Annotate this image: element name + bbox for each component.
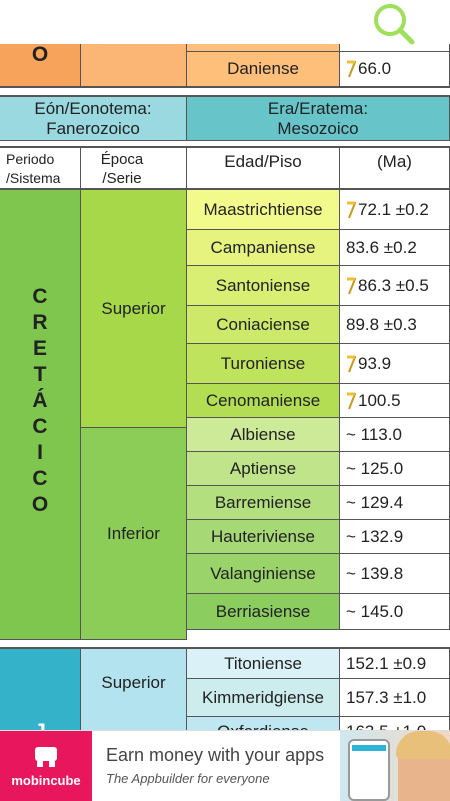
header-epoch: Época /Serie xyxy=(81,148,187,190)
epoch-superior: Superior xyxy=(81,190,187,428)
stage-hauteriviense: Hauteriviense xyxy=(187,520,340,554)
column-header-row: Periodo /Sistema Época /Serie Edad/Piso … xyxy=(0,146,450,190)
golden-spike-icon xyxy=(347,392,356,409)
age-aptiense: ~ 125.0 xyxy=(340,452,450,486)
stage-titoniense: Titoniense xyxy=(187,649,340,679)
age-campaniense: 83.6 ±0.2 xyxy=(340,230,450,266)
age-titoniense: 152.1 ±0.9 xyxy=(340,649,450,679)
ad-subline: The Appbuilder for everyone xyxy=(106,771,270,786)
age-coniaciense: 89.8 ±0.3 xyxy=(340,306,450,344)
stage-santoniense: Santoniense xyxy=(187,266,340,306)
age-albiense: ~ 113.0 xyxy=(340,418,450,452)
stage-kimmeridgiense: Kimmeridgiense xyxy=(187,679,340,717)
search-icon[interactable] xyxy=(370,2,416,46)
header-age: (Ma) xyxy=(340,148,450,190)
age-cenomaniense: 100.5 xyxy=(340,384,450,418)
stage-barremiense: Barremiense xyxy=(187,486,340,520)
ad-banner[interactable]: mobincube Earn money with your apps The … xyxy=(0,730,450,801)
era-cell: Era/Eratema: Mesozoico xyxy=(187,97,450,141)
age-barremiense: ~ 129.4 xyxy=(340,486,450,520)
age-berriasiense: ~ 145.0 xyxy=(340,594,450,630)
cretaceous-block: C R E T Á C I C O Superior Inferior Maas… xyxy=(0,188,450,640)
eon-cell: Eón/Eonotema: Fanerozoico xyxy=(0,97,187,141)
era-value: Mesozoico xyxy=(277,118,359,138)
eon-value: Fanerozoico xyxy=(46,118,140,138)
app-header xyxy=(0,0,450,46)
period-cretaceous: C R E T Á C I C O xyxy=(0,190,81,640)
ad-headline: Earn money with your apps xyxy=(106,745,325,765)
stage-turoniense: Turoniense xyxy=(187,344,340,384)
top-age-daniense: 66.0 xyxy=(340,52,450,88)
golden-spike-icon xyxy=(347,60,356,78)
age-santoniense: 86.3 ±0.5 xyxy=(340,266,450,306)
header-period: Periodo /Sistema xyxy=(0,148,81,190)
eon-era-row: Eón/Eonotema: Fanerozoico Era/Eratema: M… xyxy=(0,95,450,141)
epoch-inferior: Inferior xyxy=(81,428,187,640)
person-hair xyxy=(396,731,450,759)
age-kimmeridgiense: 157.3 ±1.0 xyxy=(340,679,450,717)
mobincube-logo[interactable]: mobincube xyxy=(0,731,92,801)
period-cretaceous-letters: C R E T Á C I C O xyxy=(31,285,49,516)
stage-albiense: Albiense xyxy=(187,418,340,452)
age-hauteriviense: ~ 132.9 xyxy=(340,520,450,554)
ad-image xyxy=(340,731,450,801)
eon-label: Eón/Eonotema: xyxy=(34,98,152,118)
stage-aptiense: Aptiense xyxy=(187,452,340,486)
stage-valanginiense: Valanginiense xyxy=(187,554,340,594)
stage-cenomaniense: Cenomaniense xyxy=(187,384,340,418)
age-turoniense: 93.9 xyxy=(340,344,450,384)
top-period-letter: O xyxy=(31,43,49,66)
stage-campaniense: Campaniense xyxy=(187,230,340,266)
stage-coniaciense: Coniaciense xyxy=(187,306,340,344)
golden-spike-icon xyxy=(347,277,356,294)
golden-spike-icon xyxy=(347,355,356,372)
stage-berriasiense: Berriasiense xyxy=(187,594,340,630)
mobincube-logo-icon xyxy=(35,746,57,767)
era-label: Era/Eratema: xyxy=(267,98,369,118)
top-stage-daniense: Daniense xyxy=(187,52,340,88)
phone-screen-bar xyxy=(352,745,386,751)
golden-spike-icon xyxy=(347,201,356,218)
ad-brand: mobincube xyxy=(11,772,81,788)
header-stage: Edad/Piso xyxy=(187,148,340,190)
age-maastrichtiense: 72.1 ±0.2 xyxy=(340,190,450,230)
stage-maastrichtiense: Maastrichtiense xyxy=(187,190,340,230)
age-valanginiense: ~ 139.8 xyxy=(340,554,450,594)
